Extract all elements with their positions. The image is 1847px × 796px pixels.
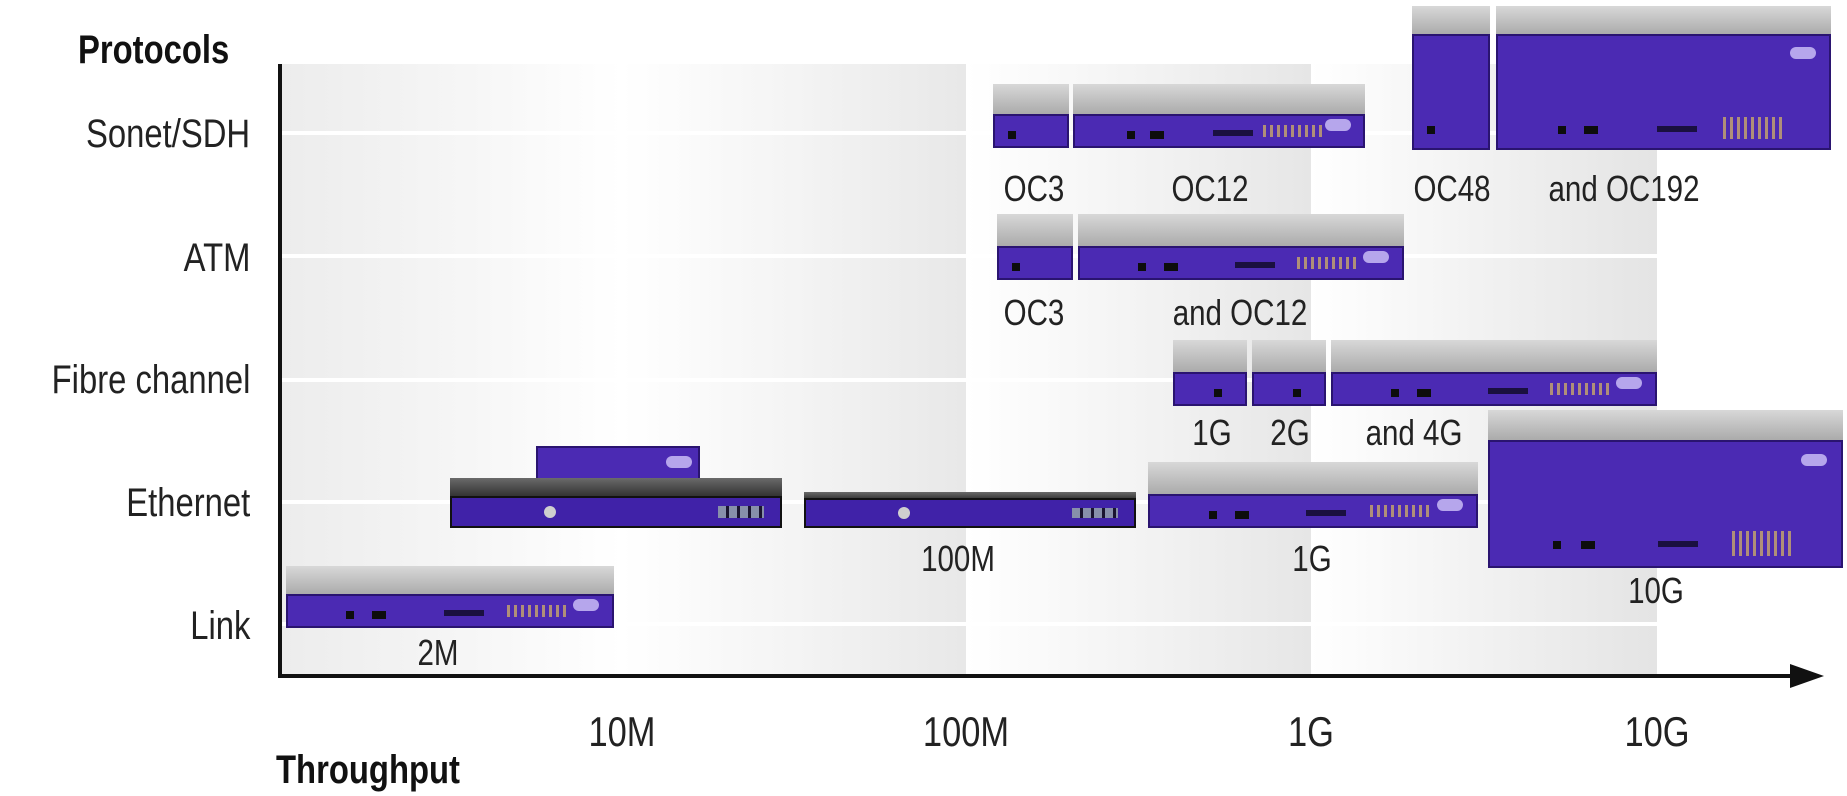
- label-fibre-1g: 1G: [1192, 412, 1232, 453]
- label-link-2m: 2M: [417, 632, 459, 673]
- row-label-atm: ATM: [183, 236, 250, 280]
- device-fibre-4g: [1331, 340, 1657, 406]
- y-axis: [278, 64, 282, 678]
- row-divider: [278, 622, 1657, 626]
- device-link-2m: [286, 566, 614, 628]
- x-axis-title: Throughput: [276, 748, 460, 792]
- label-atm-oc12: and OC12: [1172, 292, 1308, 333]
- label-ethernet-1g: 1G: [1292, 538, 1332, 579]
- device-sonet-oc192: [1496, 6, 1831, 150]
- device-sonet-oc12: [1073, 84, 1365, 148]
- device-ethernet-10g: [1488, 410, 1843, 568]
- row-divider: [278, 378, 1657, 382]
- row-label-ethernet: Ethernet: [126, 481, 250, 525]
- label-sonet-oc48: OC48: [1413, 168, 1491, 209]
- throughput-band-2: [622, 64, 966, 676]
- device-ethernet-100m: [804, 492, 1136, 528]
- device-ethernet-1g: [1148, 462, 1478, 528]
- device-sonet-oc3: [993, 84, 1069, 148]
- device-ethernet-small: [536, 446, 700, 482]
- device-fibre-2g: [1252, 340, 1326, 406]
- y-axis-title: Protocols: [78, 28, 230, 72]
- label-sonet-oc192: and OC192: [1548, 168, 1700, 209]
- device-atm-oc12: [1078, 214, 1404, 280]
- device-ethernet-10m: [450, 478, 782, 528]
- row-label-sonet: Sonet/SDH: [85, 112, 250, 156]
- label-sonet-oc12: OC12: [1171, 168, 1249, 209]
- x-axis-arrow-icon: [1790, 664, 1824, 688]
- row-divider: [278, 131, 1657, 135]
- label-fibre-4g: and 4G: [1365, 412, 1463, 453]
- row-label-fibre: Fibre channel: [51, 358, 250, 402]
- label-atm-oc3: OC3: [1003, 292, 1065, 333]
- label-ethernet-100m: 100M: [921, 538, 995, 579]
- device-fibre-1g: [1173, 340, 1247, 406]
- label-sonet-oc3: OC3: [1003, 168, 1065, 209]
- x-tick-1g: 1G: [1288, 708, 1334, 755]
- x-tick-10g: 10G: [1624, 708, 1690, 755]
- device-atm-oc3: [997, 214, 1073, 280]
- label-ethernet-10g: 10G: [1628, 570, 1684, 611]
- row-label-link: Link: [189, 604, 250, 648]
- x-tick-10m: 10M: [588, 708, 656, 755]
- x-tick-100m: 100M: [922, 708, 1010, 755]
- row-divider: [278, 254, 1657, 258]
- x-axis: [278, 674, 1796, 678]
- label-fibre-2g: 2G: [1270, 412, 1310, 453]
- device-sonet-oc48: [1412, 6, 1490, 150]
